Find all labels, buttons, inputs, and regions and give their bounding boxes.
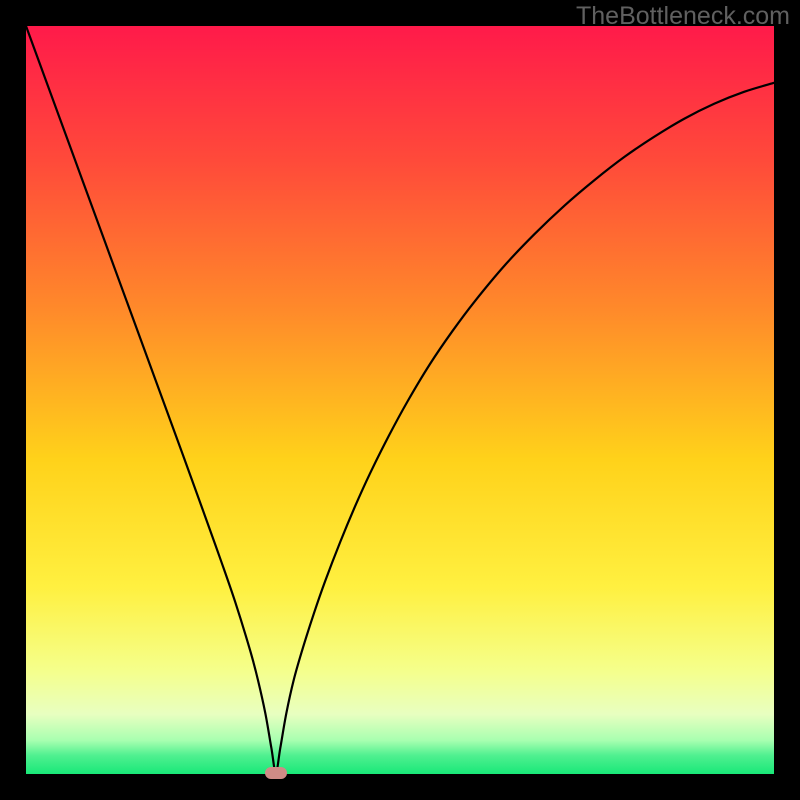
plot-area: [26, 26, 774, 774]
curve-layer: [26, 26, 774, 774]
valley-marker: [265, 767, 287, 779]
watermark-text: TheBottleneck.com: [576, 2, 790, 31]
outer-frame: TheBottleneck.com: [0, 0, 800, 800]
bottleneck-curve: [26, 26, 774, 773]
